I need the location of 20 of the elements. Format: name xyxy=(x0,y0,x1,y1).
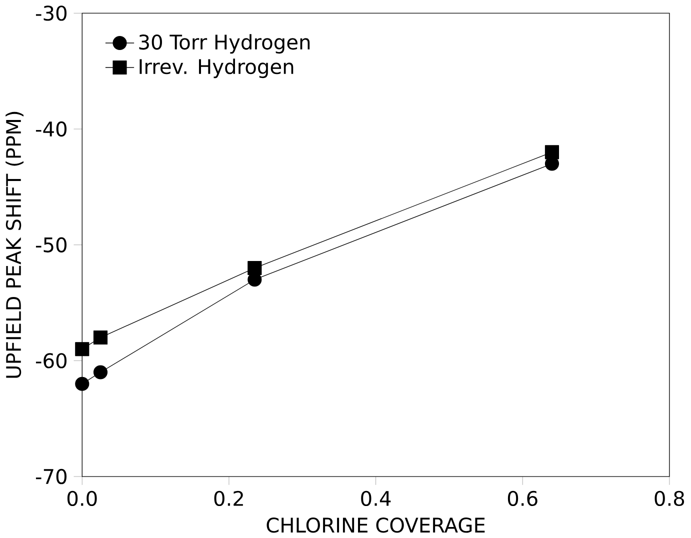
point xyxy=(248,260,262,275)
point xyxy=(75,376,90,391)
legend-label: 30 Torr Hydrogen xyxy=(139,34,310,54)
legend-label: Irrev. Hydrogen xyxy=(140,58,294,78)
point xyxy=(75,342,90,356)
x-tick-label: 0.4 xyxy=(361,490,391,506)
point xyxy=(544,144,560,160)
x-tick-label: 0.0 xyxy=(67,490,97,506)
point xyxy=(93,365,108,380)
y-tick-label: -30 xyxy=(36,5,67,21)
x-axis-title: CHLORINE COVERAGE xyxy=(266,517,485,533)
y-tick-label: -50 xyxy=(36,237,67,252)
y-tick-label: -40 xyxy=(36,121,67,136)
x-tick-label: 0.8 xyxy=(654,490,684,506)
x-tick-label: 0.2 xyxy=(214,490,243,506)
point xyxy=(93,330,108,344)
y-tick-label: -60 xyxy=(36,352,67,368)
y-axis-title: UPFIELD PEAK SHIFT (PPM) xyxy=(6,112,24,378)
x-tick-label: 0.6 xyxy=(508,490,538,506)
y-tick-label: -70 xyxy=(36,468,67,484)
